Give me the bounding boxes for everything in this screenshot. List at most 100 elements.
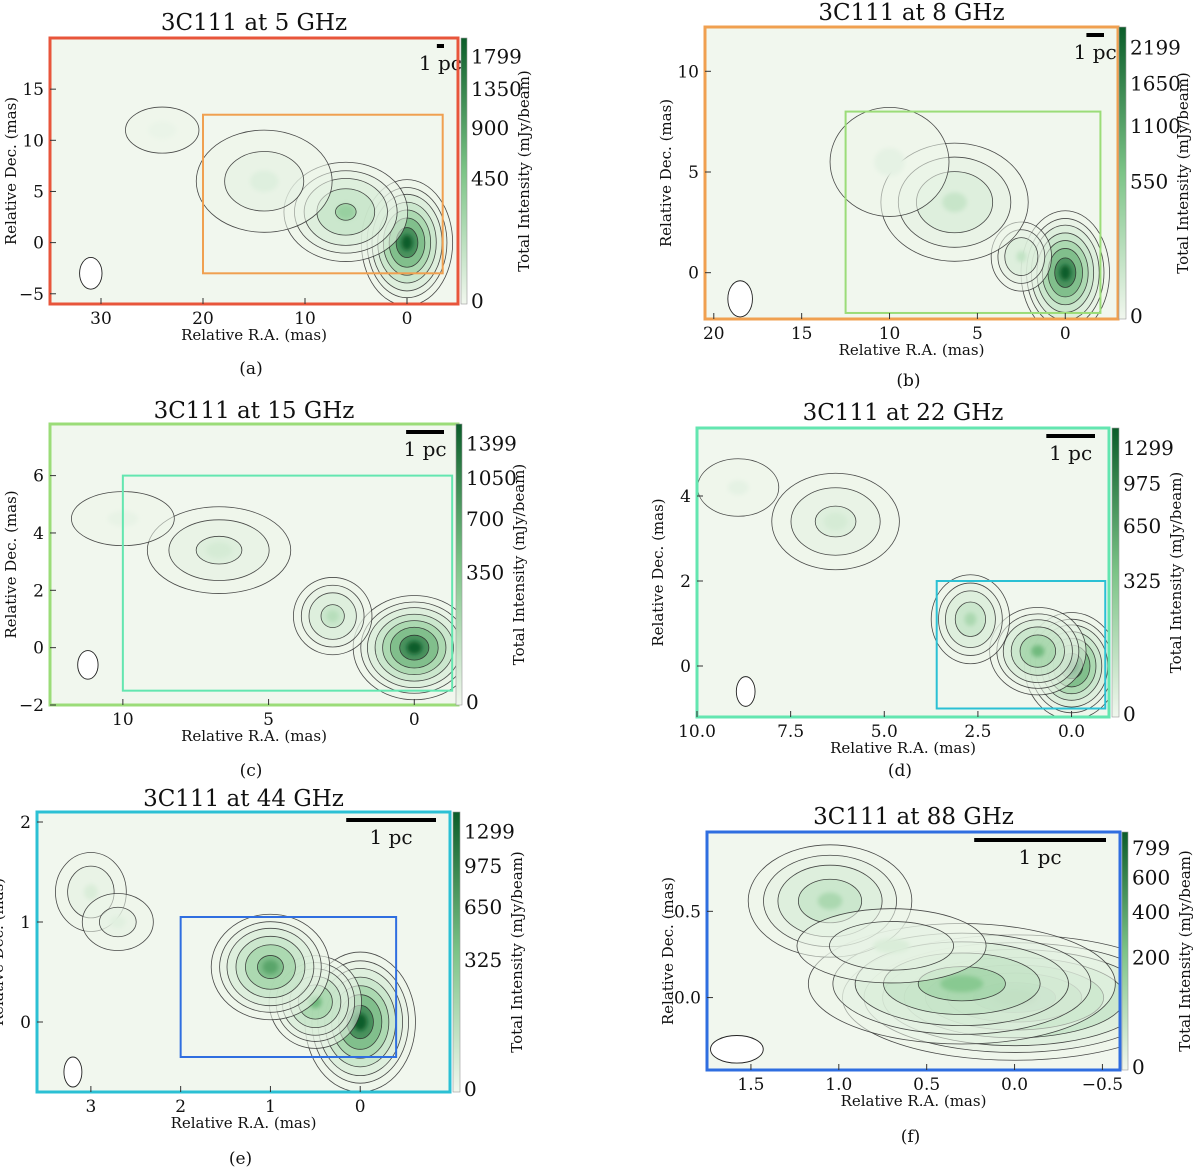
y-tick-label: 2 (680, 572, 691, 592)
x-tick-label: 0 (402, 309, 413, 329)
colorbar-tick-label: 200 (1132, 945, 1170, 969)
colorbar-tick-label: 650 (464, 895, 502, 919)
colorbar-label: Total Intensity (mJy/beam) (1174, 72, 1192, 273)
zoom-region-box (179, 916, 398, 1058)
x-tick-label: 1.0 (825, 1075, 852, 1095)
zoom-region-box (935, 580, 1107, 710)
y-axis-label: Relative Dec. (mas) (659, 877, 677, 1025)
x-tick-label: 5 (263, 710, 274, 730)
emission-core (1031, 645, 1045, 658)
colorbar (1111, 427, 1120, 718)
colorbar-tick-label: 650 (1123, 514, 1161, 538)
colorbar-tick-label: 450 (471, 167, 509, 191)
contour-line (954, 601, 986, 637)
x-tick-label: 0 (355, 1097, 366, 1117)
colorbar-label: Total Intensity (mJy/beam) (510, 464, 528, 665)
contour-line (226, 927, 315, 1007)
x-axis-label: Relative R.A. (mas) (171, 1114, 317, 1132)
colorbar-tick-label: 1399 (466, 431, 517, 455)
contour-line (790, 487, 881, 556)
x-tick-label: 10 (112, 710, 134, 730)
contour-line (335, 203, 357, 221)
y-axis-label: Relative Dec. (mas) (0, 878, 7, 1026)
emission-core (823, 512, 848, 531)
contour-line (98, 906, 137, 938)
x-axis-label: Relative R.A. (mas) (830, 739, 976, 757)
y-tick-label: 2 (20, 813, 31, 833)
y-tick-label: 5 (688, 163, 699, 183)
colorbar (1118, 26, 1127, 320)
contour-line (829, 107, 950, 217)
x-tick-label: 1 (265, 1097, 276, 1117)
zoom-region-box (121, 474, 454, 692)
contour-line (125, 106, 200, 154)
emission-core (406, 641, 422, 655)
x-tick-label: 0.0 (1058, 722, 1085, 742)
contour-line (210, 913, 331, 1021)
scale-bar-label: 1 pc (370, 825, 413, 849)
y-tick-label: 10 (22, 131, 44, 151)
contour-line (245, 944, 296, 990)
panel-caption: (c) (240, 761, 263, 781)
colorbar-tick-label: 400 (1132, 900, 1170, 924)
colorbar (460, 37, 468, 305)
panel-title: 3C111 at 22 GHz (803, 400, 1004, 426)
colorbar-tick-label: 1650 (1130, 71, 1181, 95)
panel-d: 1 pc 3C111 at 22 GHz 10.0 7.5 5.0 2.5 0.0 0 2 4 Re… (649, 400, 1185, 781)
contour-line (771, 472, 900, 571)
y-axis-label: Relative Dec. (mas) (649, 498, 667, 646)
contour-line (195, 535, 243, 565)
contour-line (374, 613, 454, 682)
colorbar-tick-label: 0 (464, 1077, 477, 1101)
contour-line (1002, 619, 1073, 683)
contour-line (395, 227, 419, 259)
y-tick-label: −5 (19, 285, 44, 305)
x-tick-label: 10 (879, 324, 901, 344)
colorbar-tick-label: 1050 (466, 466, 517, 490)
colorbar-tick-label: 0 (1123, 702, 1136, 726)
colorbar-tick-label: 799 (1132, 836, 1170, 860)
contour-line (292, 577, 373, 656)
y-tick-label: 0 (20, 1013, 31, 1033)
y-tick-label: 5 (33, 182, 44, 202)
scale-bar-label: 1 pc (1049, 441, 1092, 465)
y-axis-label: Relative Dec. (mas) (2, 97, 20, 245)
contour-line (146, 506, 292, 594)
panel-caption: (e) (229, 1149, 252, 1169)
panel-title: 3C111 at 8 GHz (818, 0, 1004, 26)
emission-core (874, 147, 905, 177)
contour-line (366, 607, 458, 689)
colorbar-tick-label: 600 (1132, 865, 1170, 889)
intensity-map (697, 458, 1109, 717)
scale-bar-label: 1 pc (1074, 40, 1117, 64)
contour-line (382, 620, 447, 676)
x-tick-label: 2 (175, 1097, 186, 1117)
colorbar-tick-label: 325 (464, 948, 502, 972)
emission-core (873, 938, 910, 954)
y-tick-label: 10 (677, 62, 699, 82)
x-tick-label: 0 (1060, 324, 1071, 344)
beam-ellipse (735, 676, 756, 707)
x-tick-label: 0 (409, 710, 420, 730)
x-tick-label: 2.5 (964, 722, 991, 742)
intensity-map (747, 844, 1120, 1061)
emission-core (942, 192, 967, 213)
beam-ellipse (63, 1056, 83, 1088)
emission-core (249, 170, 279, 192)
contour-line (1019, 634, 1057, 668)
colorbar-label: Total Intensity (mJy/beam) (508, 851, 526, 1052)
contour-line (81, 893, 154, 951)
x-tick-label: 20 (703, 324, 725, 344)
colorbar-tick-label: 1350 (471, 77, 522, 101)
emission-core (326, 610, 339, 623)
colorbar-tick-label: 0 (1132, 1055, 1145, 1079)
contour-line (796, 908, 987, 984)
y-tick-label: 15 (22, 80, 44, 100)
emission-core (147, 121, 177, 140)
colorbar-tick-label: 350 (466, 561, 504, 585)
contour-line (389, 626, 439, 669)
x-axis-label: Relative R.A. (mas) (841, 1092, 987, 1110)
